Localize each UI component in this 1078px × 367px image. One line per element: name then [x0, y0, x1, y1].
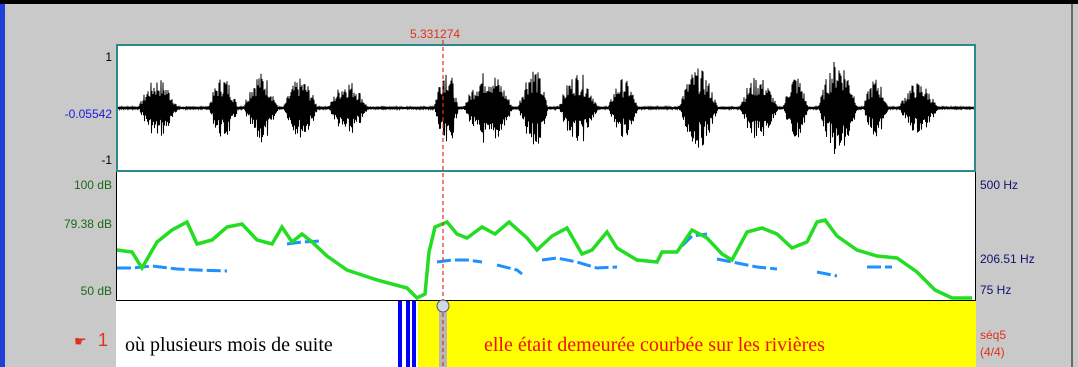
left-accent-bar	[0, 4, 5, 367]
tier-number: 1	[98, 330, 109, 350]
waveform-mid-label: -0.05542	[64, 107, 112, 121]
pitch-bottom-label: 75 Hz	[980, 283, 1012, 297]
waveform-min-label: -1	[101, 153, 112, 167]
sequence-count: (4/4)	[980, 345, 1005, 359]
segment-text-left[interactable]: où plusieurs mois de suite	[125, 334, 333, 356]
window-top-border	[0, 0, 1078, 4]
pointing-hand-icon[interactable]: ☛	[74, 333, 87, 349]
sequence-label: séq5	[980, 328, 1007, 342]
segmentation-tier[interactable]: où plusieurs mois de suite elle était de…	[116, 300, 976, 367]
waveform-panel[interactable]	[116, 44, 976, 172]
waveform-max-label: 1	[105, 50, 112, 64]
segment-text-right[interactable]: elle était demeurée courbée sur les rivi…	[484, 334, 825, 356]
pitch-intensity-panel[interactable]	[116, 172, 976, 300]
pitch-intensity-plot	[117, 218, 972, 300]
intensity-cursor-label: 79.38 dB	[63, 217, 112, 231]
waveform-plot	[118, 61, 974, 155]
intensity-bottom-label: 50 dB	[80, 284, 112, 298]
segment-boundary-marker[interactable]	[412, 301, 416, 367]
pitch-top-label: 500 Hz	[980, 178, 1019, 192]
cursor-time-label: 5.331274	[410, 27, 461, 41]
pitch-cursor-label: 206.51 Hz	[980, 252, 1035, 266]
waveform-signal	[118, 61, 974, 155]
intensity-curve	[117, 218, 972, 300]
segment-highlight	[418, 301, 976, 367]
segment-cursor-band	[439, 301, 447, 367]
segment-boundary-marker[interactable]	[398, 301, 402, 367]
right-border	[1071, 4, 1073, 367]
pitch-curve	[117, 232, 892, 278]
intensity-top-label: 100 dB	[73, 178, 112, 192]
segment-boundary-marker[interactable]	[406, 301, 410, 367]
